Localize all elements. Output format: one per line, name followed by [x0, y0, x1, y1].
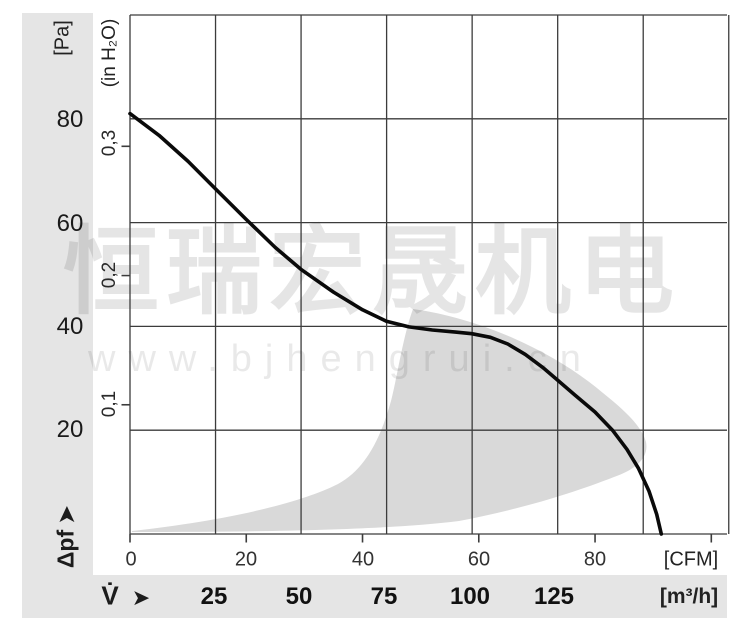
- cfm-tick-40: 40: [351, 548, 375, 571]
- flow-axis-arrow-icon: ➤: [131, 585, 151, 610]
- left-axis-band: [22, 13, 93, 618]
- operating-range-area: [132, 309, 647, 532]
- bottom-axis-band: [22, 575, 727, 618]
- pressure-axis-arrow-icon: ➤: [55, 505, 79, 524]
- m3h-tick-75: 75: [370, 583, 398, 610]
- cfm-unit-label: [CFM]: [663, 548, 719, 571]
- inh2o-tick-02: 0,2: [99, 261, 120, 289]
- pressure-axis-quantity: Δpf ➤: [53, 506, 80, 568]
- cfm-tick-20: 20: [234, 548, 258, 571]
- watermark-chinese: 恒瑞宏晟机电: [63, 219, 681, 326]
- pa-tick-60: 60: [56, 210, 84, 237]
- watermark-url: www.bjhengrui.cn: [87, 338, 594, 380]
- pa-tick-20: 20: [56, 416, 84, 443]
- m3h-unit-label: [m³/h]: [659, 585, 719, 608]
- pa-tick-40: 40: [56, 313, 84, 340]
- cfm-tick-60: 60: [467, 548, 491, 571]
- m3h-tick-25: 25: [200, 583, 228, 610]
- cfm-tick-0: 0: [125, 548, 137, 571]
- m3h-tick-100: 100: [449, 583, 491, 610]
- pressure-curve: [128, 111, 664, 536]
- m3h-tick-125: 125: [533, 583, 575, 610]
- grid-lines: [129, 14, 730, 535]
- flow-symbol: V̇: [101, 580, 119, 611]
- axis-ticks: [121, 145, 713, 543]
- cfm-tick-80: 80: [583, 548, 607, 571]
- inh2o-tick-01: 0,1: [99, 390, 120, 418]
- inh2o-tick-03: 0,3: [99, 129, 120, 157]
- delta-pf-label: Δpf: [52, 529, 79, 569]
- m3h-tick-50: 50: [285, 583, 313, 610]
- pa-unit-label: [Pa]: [51, 20, 74, 56]
- inh2o-unit-label: (in H₂O): [99, 18, 120, 88]
- pa-tick-80: 80: [56, 106, 84, 133]
